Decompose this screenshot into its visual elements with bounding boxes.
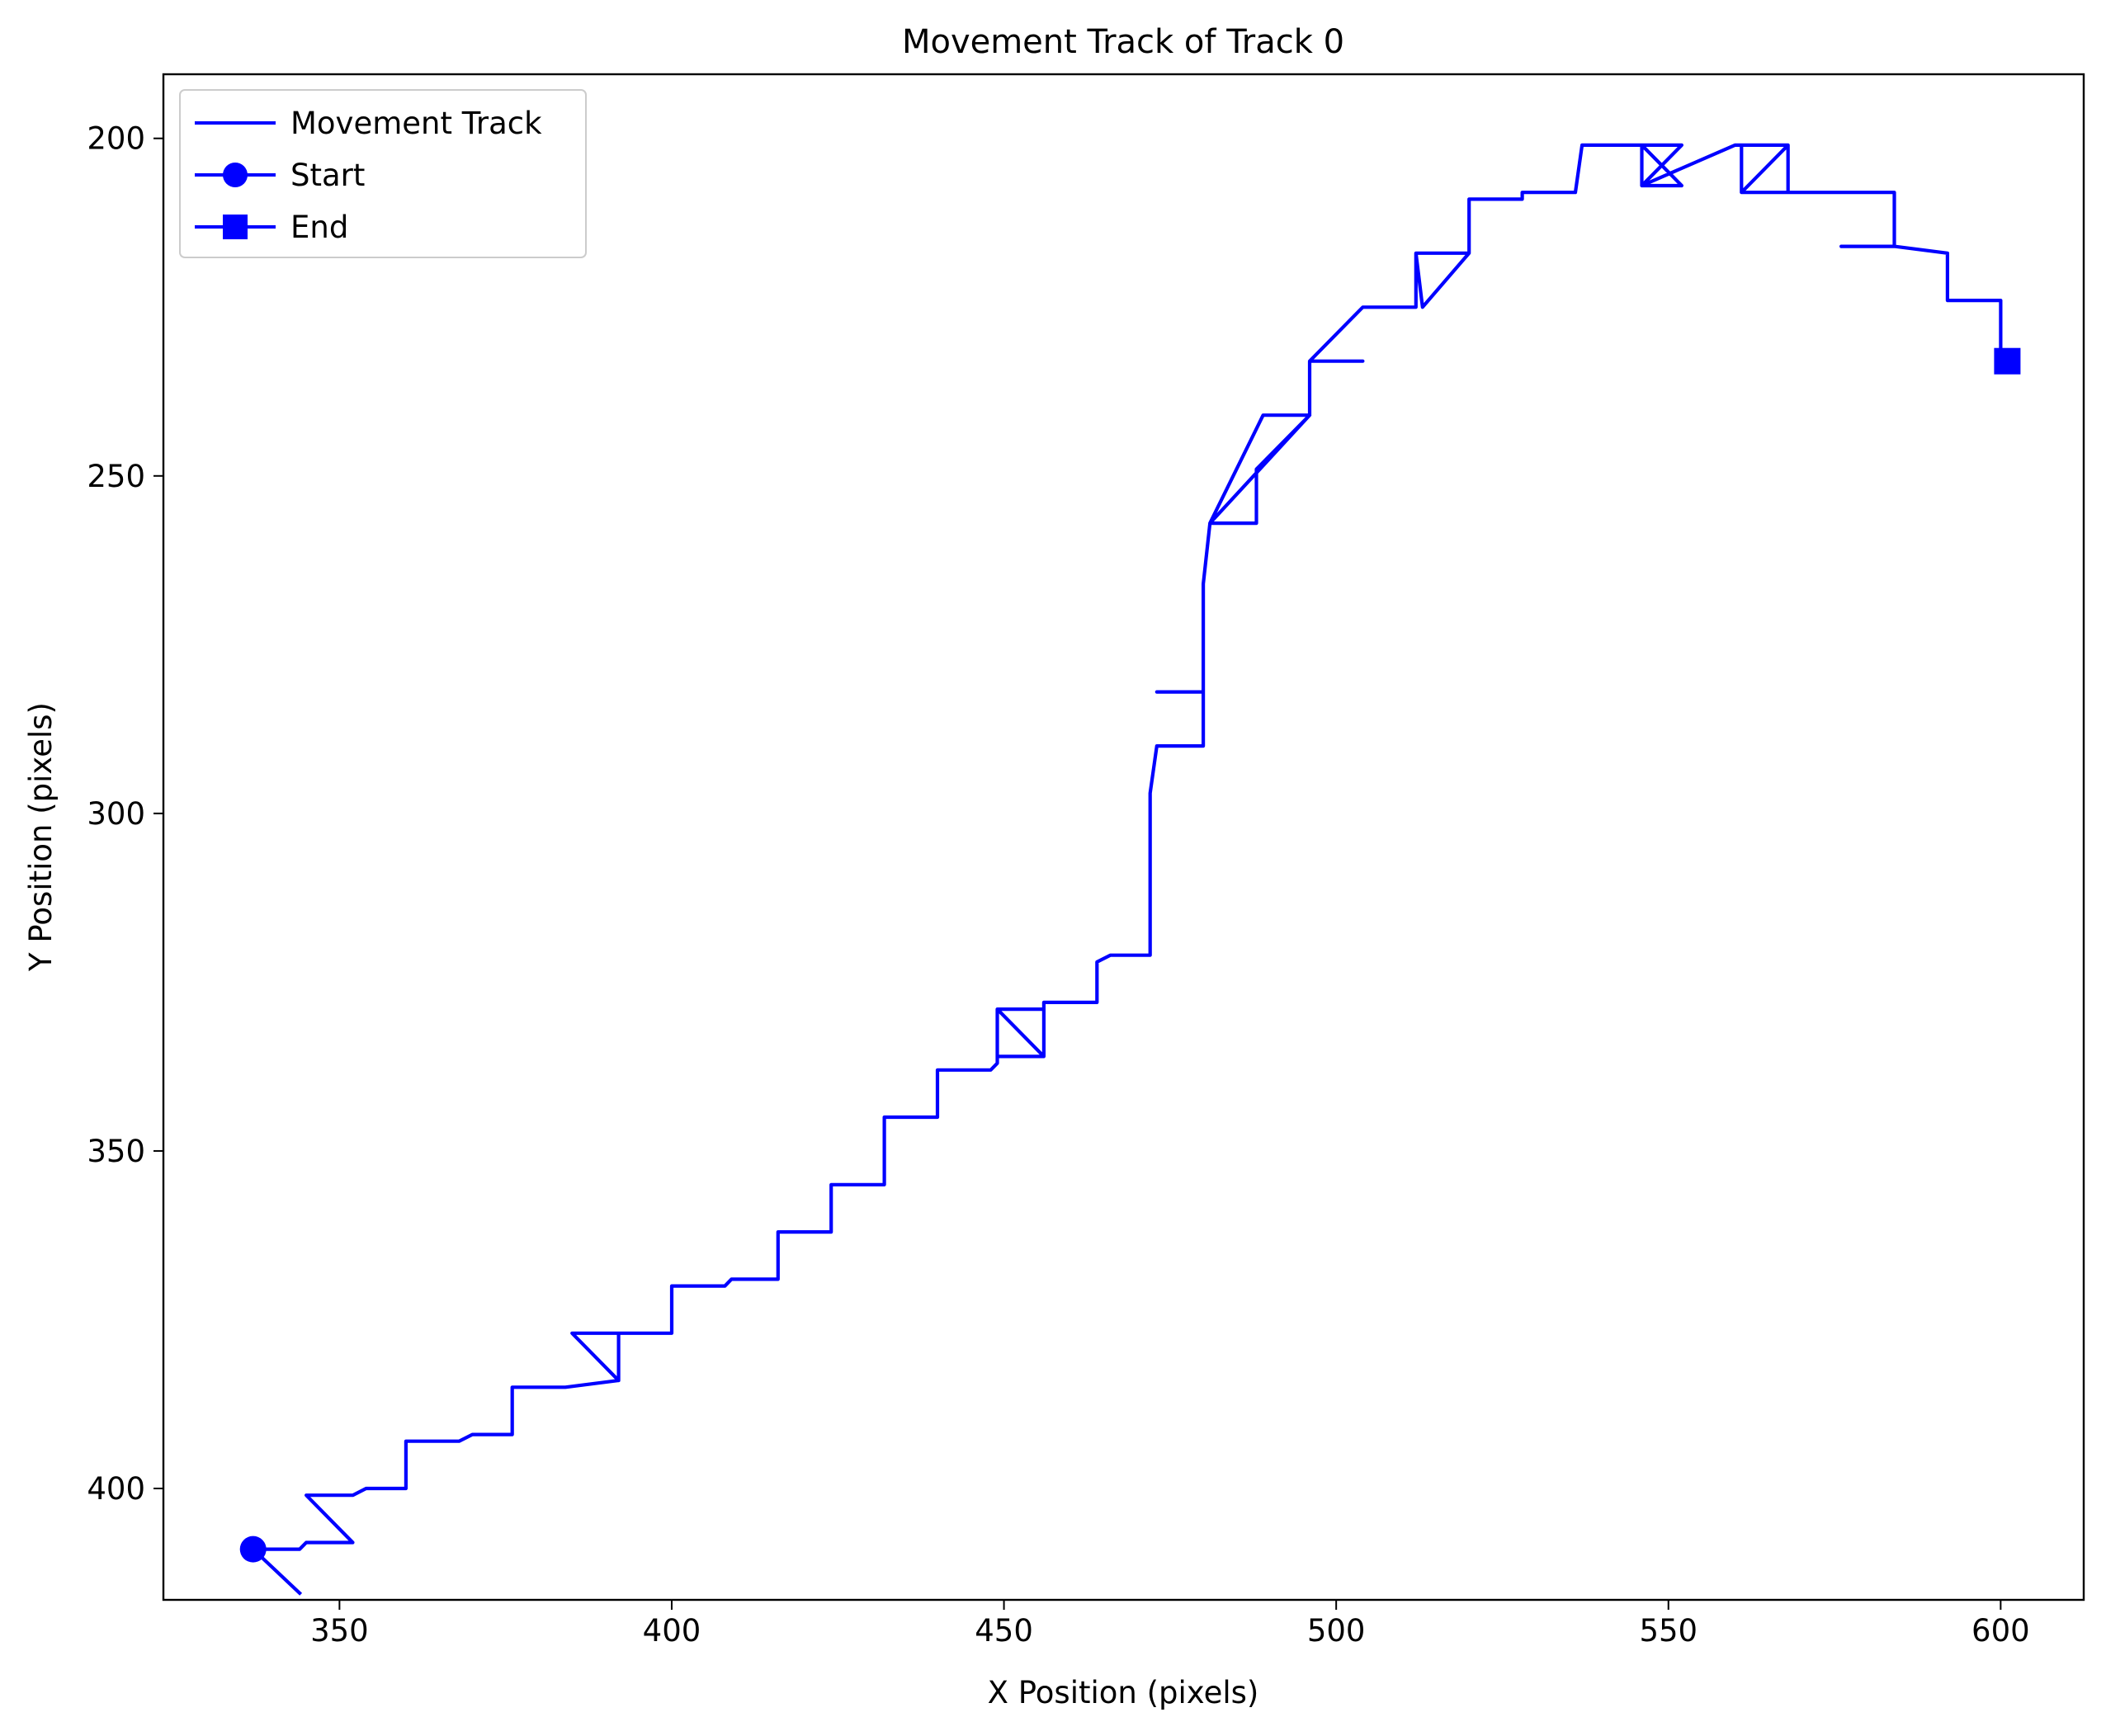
- x-tick-label: 350: [310, 1613, 369, 1649]
- y-axis-ticks: 200 250 300 350 400: [87, 121, 163, 1507]
- legend-label-end: End: [290, 210, 348, 245]
- x-tick-label: 550: [1639, 1613, 1698, 1649]
- legend-label-movement-track: Movement Track: [290, 106, 542, 141]
- chart-title: Movement Track of Track 0: [902, 23, 1344, 61]
- x-tick-label: 600: [1971, 1613, 2030, 1649]
- legend-label-start: Start: [290, 158, 365, 193]
- x-tick-label: 500: [1307, 1613, 1366, 1649]
- y-tick-label: 200: [87, 121, 145, 157]
- legend-end-square-icon: [223, 215, 248, 239]
- y-tick-label: 250: [87, 459, 145, 494]
- plot-area: [163, 74, 2084, 1600]
- legend-start-circle-icon: [223, 163, 248, 187]
- x-axis-ticks: 350 400 450 500 550 600: [310, 1600, 2030, 1649]
- end-marker: [1994, 347, 2021, 375]
- x-tick-label: 450: [975, 1613, 1033, 1649]
- legend: Movement Track Start End: [179, 89, 587, 258]
- series-layer: [239, 143, 2021, 1596]
- y-tick-label: 300: [87, 796, 145, 832]
- x-axis-label: X Position (pixels): [988, 1675, 1259, 1710]
- y-tick-label: 400: [87, 1471, 145, 1507]
- legend-box: [179, 89, 587, 258]
- y-tick-label: 350: [87, 1134, 145, 1169]
- y-axis-label: Y Position (pixels): [23, 702, 59, 972]
- x-tick-label: 400: [643, 1613, 701, 1649]
- start-marker: [239, 1536, 267, 1563]
- series-line-movement-track: [251, 143, 2003, 1596]
- plot-frame: [162, 73, 2085, 1602]
